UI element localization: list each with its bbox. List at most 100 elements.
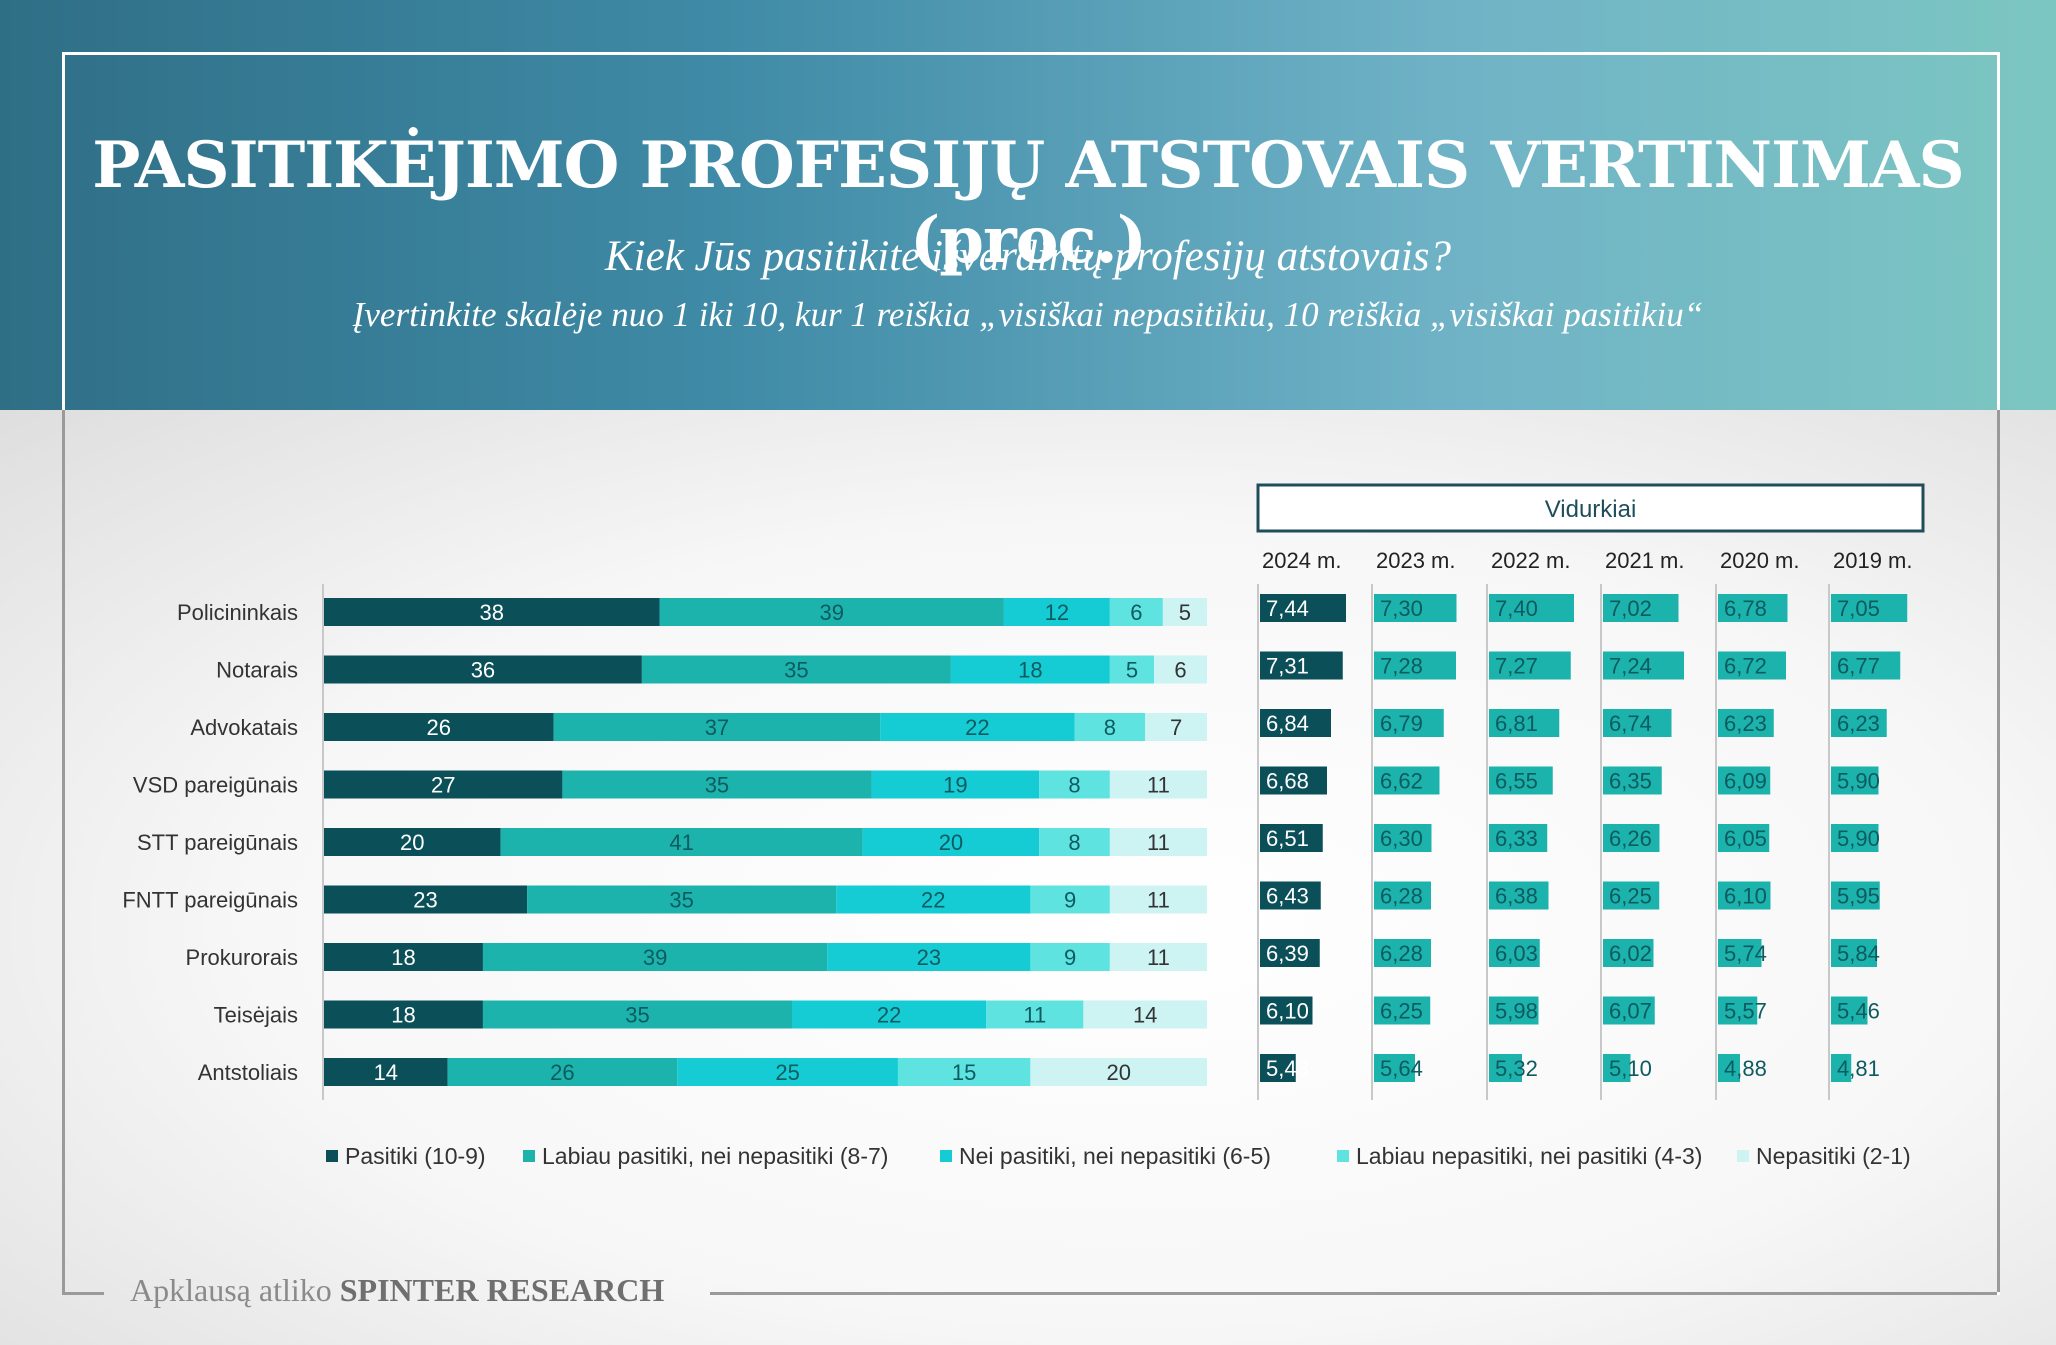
average-bar [1603,766,1662,795]
average-bar [1831,881,1880,910]
segment-value-label: 6 [1130,600,1142,625]
stacked-bar-segment [1039,828,1110,856]
segment-value-label: 25 [775,1060,799,1085]
average-bar [1718,651,1786,680]
segment-value-label: 19 [943,773,967,798]
average-value-label: 7,05 [1837,596,1880,621]
average-value-label: 6,28 [1380,884,1423,909]
segment-value-label: 7 [1170,715,1182,740]
segment-value-label: 11 [1147,830,1170,855]
average-value-label: 4,88 [1724,1056,1767,1081]
average-bar [1374,651,1456,680]
frame-lower [62,410,2000,1292]
stacked-bar-segment [1109,598,1163,626]
average-value-label: 6,03 [1495,941,1538,966]
survey-question: Kiek Jūs pasitikite išvardintų profesijų… [605,233,1451,280]
stacked-bar-segment [950,655,1110,684]
segment-value-label: 18 [1018,658,1042,683]
averages-title-box [1256,483,1925,533]
average-value-label: 6,07 [1609,999,1652,1024]
segment-value-label: 9 [1064,945,1076,970]
average-value-label: 6,33 [1495,826,1538,851]
stacked-bar-segment [482,943,828,971]
segment-value-label: 26 [550,1060,574,1085]
average-value-label: 6,74 [1609,711,1652,736]
average-value-label: 7,40 [1495,596,1538,621]
average-value-label: 5,95 [1837,884,1880,909]
category-label: Antstoliais [198,1060,298,1085]
segment-value-label: 26 [427,715,451,740]
average-value-label: 6,09 [1724,769,1767,794]
legend-label: Pasitiki (10-9) [345,1143,486,1169]
segment-value-label: 8 [1068,830,1080,855]
segment-value-label: 11 [1147,888,1170,913]
average-bar [1603,709,1672,737]
average-bar [1603,939,1654,967]
stacked-bar-segment [836,885,1031,914]
stacked-bar-segment [553,713,881,741]
average-bar [1489,709,1560,737]
stacked-bar-segment [1030,1058,1207,1086]
average-value-label: 7,27 [1495,654,1538,679]
segment-value-label: 39 [819,600,843,625]
segment-value-label: 39 [643,945,667,970]
segment-value-label: 14 [1133,1003,1157,1028]
average-bar [1603,651,1684,680]
average-value-label: 6,62 [1380,769,1423,794]
average-bar [1489,594,1574,622]
average-value-label: 6,39 [1266,941,1309,966]
average-value-label: 6,81 [1495,711,1538,736]
stacked-bar-segment [324,1000,483,1029]
stacked-bar-segment [1109,943,1207,971]
legend-swatch [1337,1150,1349,1162]
frame-bottom-left [62,1292,104,1295]
average-value-label: 6,25 [1380,999,1423,1024]
stacked-bar-segment [500,828,863,856]
average-value-label: 6,78 [1724,596,1767,621]
legend-swatch [1737,1150,1749,1162]
average-bar [1260,1054,1296,1082]
legend-label: Nei pasitiki, nei nepasitiki (6-5) [959,1143,1271,1169]
segment-value-label: 8 [1068,773,1080,798]
average-bar [1260,996,1313,1025]
stacked-bar-segment [1030,943,1110,971]
average-bar [1603,1054,1631,1082]
average-value-label: 6,02 [1609,941,1652,966]
segment-value-label: 18 [391,1003,415,1028]
stacked-bar-segment [324,598,660,626]
segment-value-label: 9 [1064,888,1076,913]
segment-value-label: 20 [400,830,424,855]
stacked-bar-segment [1145,713,1207,741]
stacked-bar-segment [1109,655,1155,684]
average-bar [1603,996,1655,1025]
segment-value-label: 6 [1174,658,1186,683]
average-value-label: 7,44 [1266,596,1309,621]
legend-label: Labiau nepasitiki, nei pasitiki (4-3) [1356,1143,1702,1169]
segment-value-label: 14 [374,1060,398,1085]
average-bar [1374,996,1431,1025]
stacked-bar-segment [880,713,1075,741]
stacked-bar-segment [324,828,501,856]
average-bar [1831,594,1908,622]
category-label: Teisėjais [214,1003,298,1028]
average-bar [1603,824,1660,852]
averages-title: Vidurkiai [1545,496,1637,523]
segment-value-label: 35 [669,888,693,913]
stacked-bar-segment [324,655,642,684]
average-bar [1718,881,1771,910]
category-label: FNTT pareigūnais [122,888,298,913]
average-value-label: 6,26 [1609,826,1652,851]
average-value-label: 6,55 [1495,769,1538,794]
average-value-label: 6,35 [1609,769,1652,794]
average-value-label: 5,90 [1837,769,1880,794]
segment-value-label: 22 [965,715,989,740]
segment-value-label: 20 [939,830,963,855]
category-label: Prokurorais [186,945,298,970]
stacked-bar-segment [1109,828,1207,856]
average-bar [1374,939,1431,967]
average-bar [1374,1054,1415,1082]
average-value-label: 6,23 [1724,711,1767,736]
stacked-bar-segment [447,1058,678,1086]
year-label: 2022 m. [1491,548,1571,573]
